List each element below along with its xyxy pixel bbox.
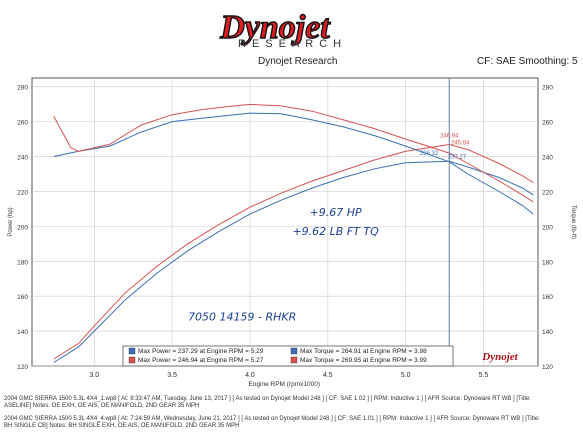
legend-swatch	[290, 347, 298, 355]
watermark-logo: Dynojet	[481, 351, 518, 363]
y-tick-label-left: 120	[17, 364, 28, 371]
x-axis-label: Engine RPM (rpmx1000)	[248, 381, 320, 388]
peak-label: 246.94	[440, 133, 459, 139]
run2-notes: BH SINGLE CB] Notes: BH SINGLE EXH, OE A…	[4, 423, 240, 429]
legend-entry: Max Torque = 264.91 at Engine RPM = 3.98	[300, 348, 427, 355]
x-tick-label: 4.0	[245, 372, 255, 379]
legend-entry: Max Power = 246.94 at Engine RPM = 5.27	[138, 357, 264, 364]
x-tick-label: 3.0	[89, 372, 99, 379]
y-tick-label-left: 240	[17, 155, 28, 162]
legend-swatch	[290, 356, 298, 364]
dynojet-logo: Dynojet	[219, 8, 332, 46]
peak-label: 236.32	[420, 151, 439, 157]
legend-swatch	[128, 356, 136, 364]
y-tick-label-right: 240	[542, 155, 553, 162]
run1-notes: ASELINE] Notes: OE EXH, OE AIS, OE MANIF…	[4, 403, 200, 409]
series-line	[53, 143, 534, 360]
brand-subtitle: RESEARCH	[238, 38, 348, 50]
plot-area	[31, 77, 539, 367]
correction-info: CF: SAE Smoothing: 5	[477, 56, 578, 67]
handwritten-annotation: +9.62 LB FT TQ	[292, 225, 379, 238]
y-axis-label-right: Torque (lb-ft)	[570, 205, 576, 239]
x-tick-label: 5.0	[401, 372, 411, 379]
legend-box	[122, 345, 454, 367]
handwritten-annotation: 7050 14159 - RHKR	[188, 311, 296, 324]
y-tick-label-left: 220	[17, 189, 28, 196]
y-tick-label-left: 280	[17, 85, 28, 92]
handwritten-annotation: +9.67 HP	[310, 206, 362, 219]
peak-label: 237.27	[448, 154, 467, 160]
series-line	[53, 160, 534, 363]
legend-swatch	[128, 347, 136, 355]
y-tick-label-left: 180	[17, 259, 28, 266]
run2-info: 2004 GMC SIERRA 1500 5.3L 4X4_4.wp8 [ At…	[4, 416, 540, 422]
legend-entry: Max Power = 237.29 at Engine RPM = 5.29	[138, 348, 264, 355]
y-tick-label-right: 120	[542, 364, 553, 371]
y-tick-label-right: 140	[542, 329, 553, 336]
brand-wordmark: Dynojet	[219, 9, 331, 46]
x-tick-label: 4.5	[323, 372, 333, 379]
x-tick-label: 3.5	[167, 372, 177, 379]
y-tick-label-left: 200	[17, 224, 28, 231]
dyno-chart: 120 120 140 140 160 160 180 180 200 200 220 220 240 2…	[8, 77, 576, 388]
series-line	[53, 103, 534, 203]
y-tick-label-right: 260	[542, 120, 553, 127]
y-tick-label-left: 260	[17, 120, 28, 127]
y-tick-label-right: 200	[542, 224, 553, 231]
run1-info: 2004 GMC SIERRA 1500 5.3L 4X4_1.wp8 [ At…	[4, 396, 531, 402]
dyno-label: Dynojet Research	[258, 56, 338, 67]
y-tick-label-right: 280	[542, 85, 553, 92]
y-tick-label-right: 180	[542, 259, 553, 266]
y-tick-label-left: 140	[17, 329, 28, 336]
y-tick-label-left: 160	[17, 294, 28, 301]
x-tick-label: 5.5	[479, 372, 489, 379]
series-line	[53, 112, 534, 215]
y-axis-label-left: Power (hp)	[8, 207, 14, 236]
legend-entry: Max Torque = 269.95 at Engine RPM = 3.99	[300, 357, 427, 364]
y-tick-label-right: 160	[542, 294, 553, 301]
peak-label: 245.94	[451, 140, 470, 146]
y-tick-label-right: 220	[542, 189, 553, 196]
